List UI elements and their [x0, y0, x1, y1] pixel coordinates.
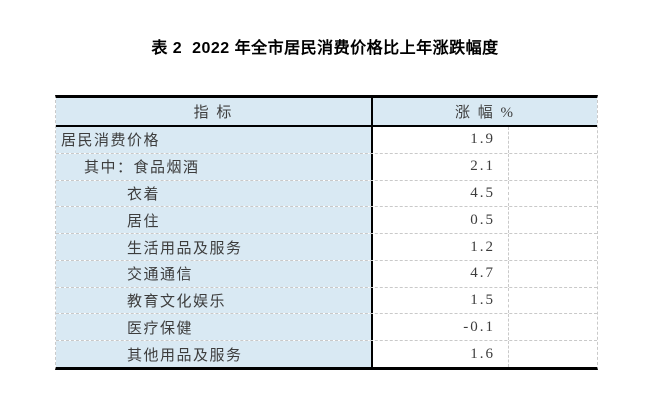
row-label: 居民消费价格	[56, 127, 373, 153]
table-row: 医疗保健 -0.1	[56, 314, 597, 342]
row-label: 交通通信	[56, 260, 373, 287]
row-value: 1.5	[373, 287, 509, 314]
row-label: 医疗保健	[56, 314, 373, 341]
row-value: 4.7	[373, 260, 509, 287]
table-row: 交通通信 4.7	[56, 260, 597, 288]
column-header-change-pct: 涨 幅 %	[455, 105, 515, 121]
table-row: 生活用品及服务 1.2	[56, 234, 597, 261]
table-row: 其中：食品烟酒 2.1	[56, 153, 597, 181]
table-body: 居民消费价格 1.9 其中：食品烟酒 2.1 衣着 4.5 居住 0.5 生活用	[56, 127, 597, 368]
row-empty-cell	[509, 261, 597, 287]
row-label: 居住	[56, 207, 373, 234]
table-row: 居住 0.5	[56, 207, 597, 235]
row-value: 1.2	[373, 234, 509, 260]
row-value: 2.1	[373, 153, 509, 180]
row-label: 衣着	[56, 180, 373, 207]
row-empty-cell	[509, 181, 597, 207]
row-value: -0.1	[373, 314, 509, 341]
table-header-row: 指 标 涨 幅 %	[56, 98, 597, 127]
row-value: 0.5	[373, 207, 509, 234]
cpi-table: 指 标 涨 幅 % 居民消费价格 1.9 其中：食品烟酒 2.1 衣着 4.5 …	[55, 95, 598, 370]
table-row: 衣着 4.5	[56, 180, 597, 208]
row-value: 1.9	[373, 127, 509, 153]
row-empty-cell	[509, 207, 597, 233]
table-title: 表 2 2022 年全市居民消费价格比上年涨跌幅度	[151, 40, 499, 57]
row-label: 教育文化娱乐	[56, 287, 373, 314]
row-label: 其中：食品烟酒	[56, 153, 373, 180]
column-header-indicator: 指 标	[56, 98, 373, 125]
table-row: 其他用品及服务 1.6	[56, 341, 597, 368]
row-label: 其他用品及服务	[56, 341, 373, 368]
row-label: 生活用品及服务	[56, 234, 373, 260]
row-empty-cell	[509, 234, 597, 260]
row-empty-cell	[509, 314, 597, 340]
row-empty-cell	[509, 341, 597, 367]
row-empty-cell	[509, 288, 597, 314]
table-row: 教育文化娱乐 1.5	[56, 287, 597, 315]
row-value: 4.5	[373, 180, 509, 207]
row-empty-cell	[509, 127, 597, 153]
table-row: 居民消费价格 1.9	[56, 127, 597, 154]
row-empty-cell	[509, 154, 597, 180]
row-value: 1.6	[373, 341, 509, 368]
